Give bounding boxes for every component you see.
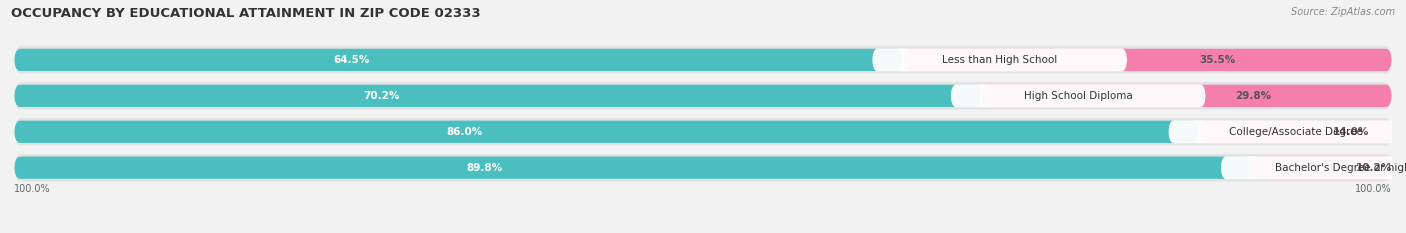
FancyBboxPatch shape — [14, 82, 1392, 110]
Text: 100.0%: 100.0% — [1355, 184, 1392, 194]
Text: 86.0%: 86.0% — [446, 127, 482, 137]
FancyBboxPatch shape — [872, 48, 1128, 71]
Text: OCCUPANCY BY EDUCATIONAL ATTAINMENT IN ZIP CODE 02333: OCCUPANCY BY EDUCATIONAL ATTAINMENT IN Z… — [11, 7, 481, 20]
Text: 35.5%: 35.5% — [1199, 55, 1236, 65]
FancyBboxPatch shape — [14, 121, 1199, 143]
FancyBboxPatch shape — [14, 49, 903, 71]
Text: Bachelor's Degree or higher: Bachelor's Degree or higher — [1275, 163, 1406, 173]
FancyBboxPatch shape — [14, 118, 1392, 145]
Text: Source: ZipAtlas.com: Source: ZipAtlas.com — [1291, 7, 1395, 17]
FancyBboxPatch shape — [14, 85, 981, 107]
Text: 10.2%: 10.2% — [1357, 163, 1392, 173]
Text: 89.8%: 89.8% — [467, 163, 502, 173]
FancyBboxPatch shape — [1251, 157, 1392, 179]
FancyBboxPatch shape — [14, 46, 1392, 74]
Text: College/Associate Degree: College/Associate Degree — [1229, 127, 1362, 137]
FancyBboxPatch shape — [1199, 121, 1392, 143]
Text: 14.0%: 14.0% — [1333, 127, 1369, 137]
Text: 29.8%: 29.8% — [1234, 91, 1271, 101]
FancyBboxPatch shape — [981, 85, 1392, 107]
FancyBboxPatch shape — [950, 84, 1206, 107]
Text: High School Diploma: High School Diploma — [1024, 91, 1133, 101]
FancyBboxPatch shape — [14, 157, 1251, 179]
FancyBboxPatch shape — [1220, 156, 1406, 179]
Text: Less than High School: Less than High School — [942, 55, 1057, 65]
FancyBboxPatch shape — [903, 49, 1392, 71]
Text: 70.2%: 70.2% — [363, 91, 399, 101]
FancyBboxPatch shape — [1168, 120, 1406, 143]
FancyBboxPatch shape — [14, 154, 1392, 181]
Text: 64.5%: 64.5% — [333, 55, 370, 65]
Text: 100.0%: 100.0% — [14, 184, 51, 194]
